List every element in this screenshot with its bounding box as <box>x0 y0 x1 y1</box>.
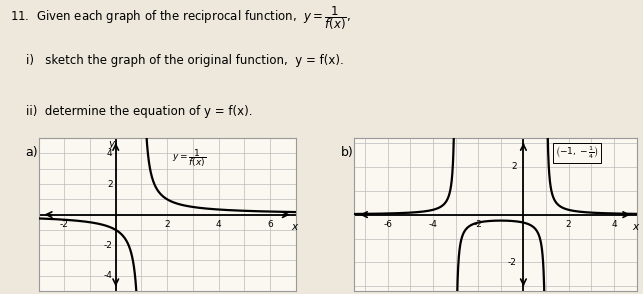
Text: 11.  Given each graph of the reciprocal function,  $y = \dfrac{1}{f(x)},$: 11. Given each graph of the reciprocal f… <box>10 4 350 32</box>
Text: i)   sketch the graph of the original function,  y = f(x).: i) sketch the graph of the original func… <box>26 54 343 67</box>
Text: x: x <box>632 222 638 232</box>
Text: -6: -6 <box>383 220 392 229</box>
Text: $y=\dfrac{1}{f(x)}$: $y=\dfrac{1}{f(x)}$ <box>172 147 206 169</box>
Text: ii)  determine the equation of y = f(x).: ii) determine the equation of y = f(x). <box>26 106 252 118</box>
Text: 4: 4 <box>107 149 113 158</box>
Text: 4: 4 <box>611 220 617 229</box>
Text: $\left(-1, -\frac{1}{4}\right)$: $\left(-1, -\frac{1}{4}\right)$ <box>555 144 599 161</box>
Text: -2: -2 <box>474 220 483 229</box>
Text: 6: 6 <box>267 220 273 229</box>
Text: 4: 4 <box>216 220 221 229</box>
Text: -4: -4 <box>428 220 437 229</box>
Text: -2: -2 <box>508 258 516 267</box>
Text: 2: 2 <box>165 220 170 229</box>
Text: a): a) <box>26 146 39 159</box>
Text: b): b) <box>341 146 354 159</box>
Text: -4: -4 <box>104 271 113 280</box>
Text: 2: 2 <box>566 220 572 229</box>
Text: -2: -2 <box>104 241 113 250</box>
Text: 2: 2 <box>107 180 113 188</box>
Text: y: y <box>108 139 114 149</box>
Text: 2: 2 <box>511 162 516 171</box>
Text: x: x <box>292 222 298 232</box>
Text: -2: -2 <box>60 220 69 229</box>
